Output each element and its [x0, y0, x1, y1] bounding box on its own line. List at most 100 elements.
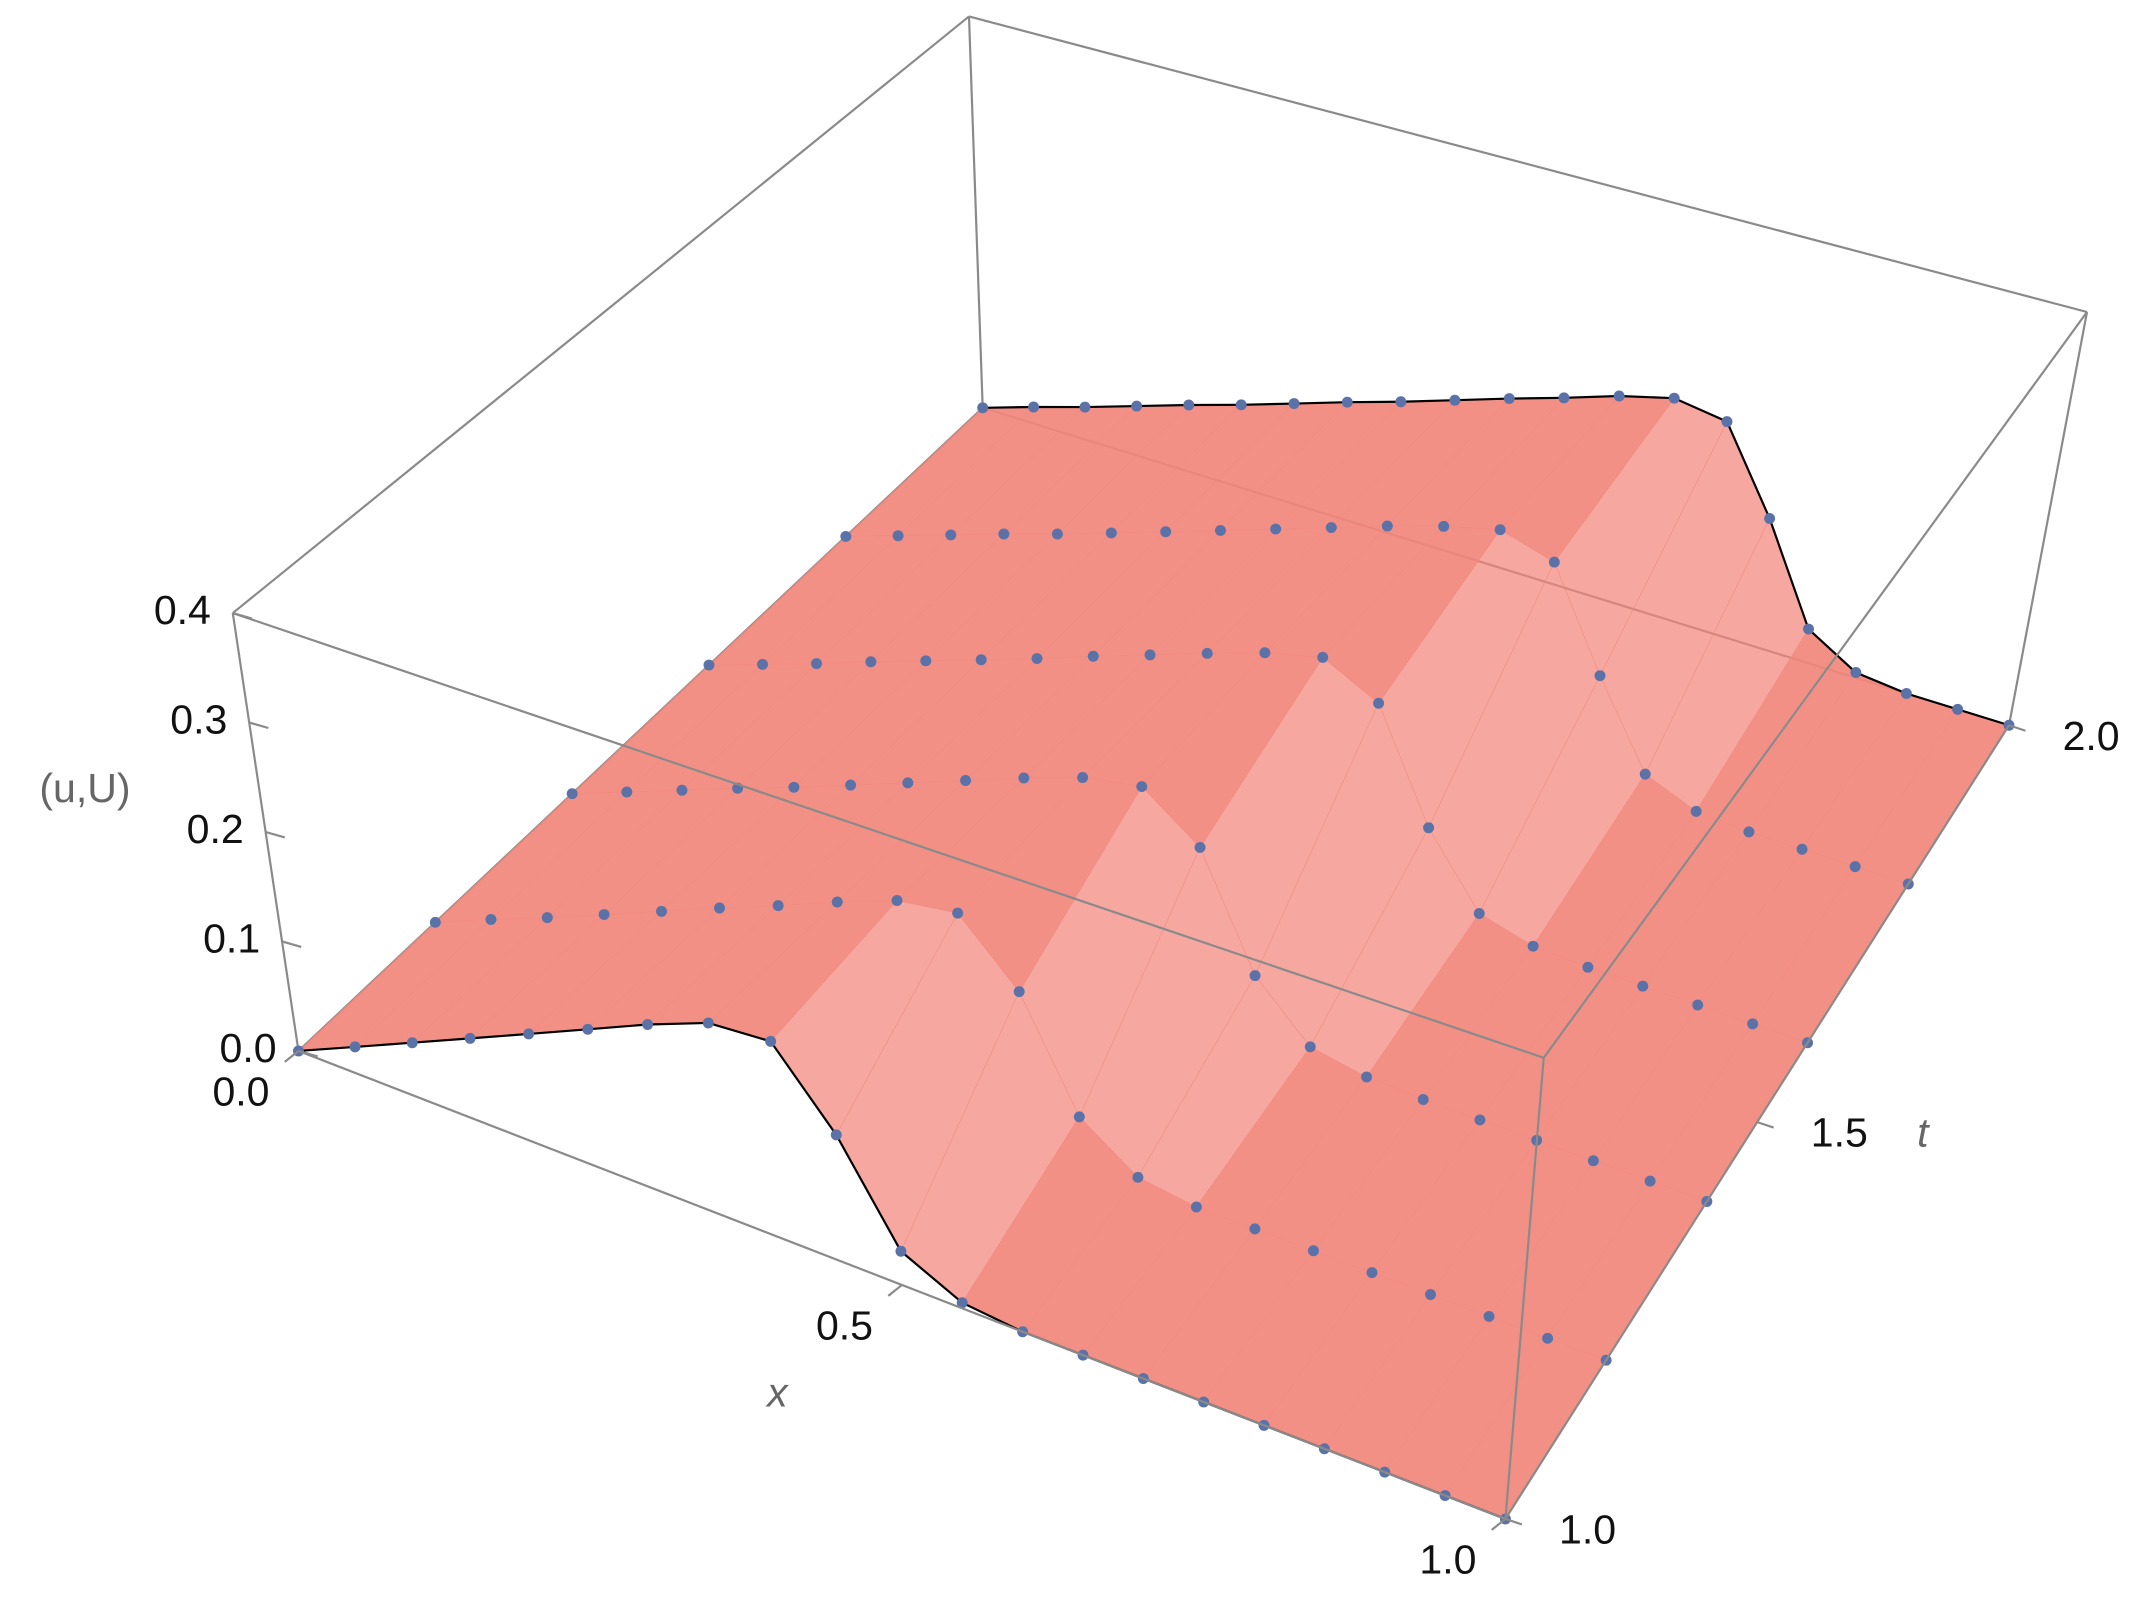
data-point	[830, 1129, 842, 1141]
z-tick	[232, 612, 253, 620]
data-point	[865, 656, 877, 668]
z-tick	[298, 1049, 318, 1058]
data-point	[1201, 647, 1213, 659]
x-tick	[887, 1284, 903, 1297]
data-point	[1183, 399, 1195, 411]
data-point	[1051, 528, 1063, 540]
data-point	[1288, 398, 1300, 410]
data-point	[642, 1019, 654, 1030]
data-point	[1144, 649, 1156, 661]
data-point	[1594, 670, 1606, 682]
data-point	[1423, 822, 1435, 834]
data-point	[523, 1028, 535, 1040]
data-point	[1483, 1310, 1495, 1322]
data-point	[1474, 1114, 1486, 1126]
data-point	[1639, 768, 1651, 780]
y-tick	[1505, 1517, 1523, 1526]
data-point	[1361, 1071, 1373, 1083]
data-point	[1692, 999, 1704, 1011]
data-point	[1270, 523, 1282, 535]
data-point	[1073, 1111, 1085, 1123]
t-axis-label: t	[1917, 1110, 1930, 1156]
data-point	[598, 909, 610, 921]
y-tick-label: 2.0	[2063, 713, 2120, 759]
data-point	[1417, 1094, 1429, 1105]
data-point	[349, 1041, 361, 1053]
data-point	[1018, 772, 1030, 784]
box-edge	[1542, 311, 2088, 1059]
data-point	[1613, 390, 1625, 402]
data-point	[1803, 623, 1814, 635]
y-tick-label: 1.5	[1811, 1110, 1868, 1156]
box-edge	[2007, 311, 2089, 726]
data-point	[1190, 1201, 1202, 1213]
data-point	[702, 1017, 714, 1029]
data-point	[621, 786, 633, 798]
data-point	[1087, 650, 1099, 662]
data-point	[1548, 556, 1560, 568]
data-point	[582, 1023, 594, 1035]
data-point	[1259, 647, 1271, 659]
box-edge	[967, 16, 984, 408]
data-point	[895, 1245, 907, 1257]
data-point	[1743, 826, 1755, 838]
x-tick-label: 1.0	[1419, 1537, 1476, 1583]
data-point	[891, 894, 903, 906]
data-point	[1425, 1289, 1436, 1300]
data-point	[788, 781, 800, 793]
data-point	[998, 528, 1010, 540]
data-point	[485, 914, 497, 925]
data-point	[1747, 1018, 1759, 1030]
z-axis-label: (u,U)	[39, 765, 130, 811]
data-point	[1952, 703, 1964, 715]
data-point	[1900, 688, 1912, 699]
data-point	[676, 784, 688, 796]
data-point	[1473, 907, 1485, 919]
data-point	[703, 659, 715, 671]
data-point	[1077, 771, 1089, 783]
data-point	[1079, 401, 1091, 413]
data-point	[960, 774, 972, 786]
data-point	[975, 654, 987, 666]
data-point	[1194, 841, 1206, 853]
z-tick	[265, 830, 286, 839]
data-point	[902, 777, 914, 789]
z-tick-label: 0.4	[154, 587, 211, 633]
data-point	[1160, 526, 1172, 538]
data-point	[464, 1032, 476, 1044]
data-point	[1013, 986, 1025, 998]
box-edge	[232, 612, 1545, 1059]
data-point	[1131, 400, 1143, 412]
box-edge	[1504, 1057, 1545, 1520]
box-front: 0.0 0.5 1.0 1.0 1.5 2.0 0.0 0.1 0.2 0.3 0.4	[154, 311, 2120, 1583]
data-point	[1494, 524, 1506, 536]
x-axis-label: x	[765, 1370, 789, 1416]
data-point	[1503, 393, 1515, 405]
z-tick	[281, 940, 302, 948]
data-point	[1373, 697, 1385, 709]
box-edge	[232, 15, 970, 614]
x-tick-label: 0.5	[816, 1303, 873, 1349]
data-point	[406, 1037, 418, 1049]
data-point	[656, 905, 667, 917]
z-tick-label: 0.1	[203, 915, 260, 961]
data-point	[1395, 396, 1407, 408]
data-point	[429, 916, 441, 928]
data-point	[1325, 522, 1337, 534]
data-point	[840, 530, 852, 542]
data-point	[1796, 843, 1808, 855]
data-point	[945, 529, 957, 541]
data-point	[1527, 940, 1539, 952]
data-point	[1690, 805, 1702, 817]
z-tick	[248, 721, 269, 730]
data-point	[541, 912, 553, 924]
data-point	[1637, 980, 1649, 992]
x-tick	[284, 1050, 300, 1063]
data-point	[1849, 861, 1861, 873]
data-point	[1582, 961, 1594, 973]
box-edge	[968, 15, 2088, 314]
data-point	[714, 902, 725, 914]
surface	[293, 390, 2015, 1525]
data-point	[1644, 1175, 1656, 1187]
